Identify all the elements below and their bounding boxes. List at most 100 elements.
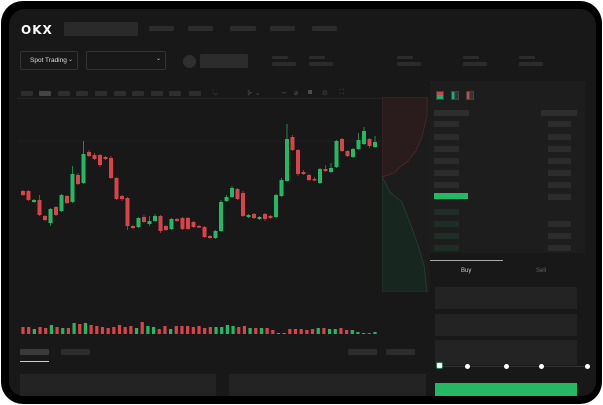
candle-body bbox=[158, 216, 163, 231]
timeframe-button[interactable] bbox=[39, 91, 51, 96]
okx-logo: OKX bbox=[21, 23, 53, 37]
volume-bar bbox=[214, 327, 218, 334]
slider-step[interactable] bbox=[585, 364, 590, 369]
total-input[interactable] bbox=[435, 340, 577, 365]
orders-card bbox=[20, 374, 216, 396]
slider-step[interactable] bbox=[504, 364, 509, 369]
volume-bar bbox=[208, 327, 212, 334]
candle-body bbox=[32, 200, 36, 202]
timeframe-button[interactable] bbox=[58, 91, 70, 96]
search-bar[interactable] bbox=[64, 22, 138, 36]
stat-label bbox=[397, 56, 413, 59]
timeframe-button[interactable] bbox=[21, 91, 33, 96]
orderbook-asks-icon[interactable] bbox=[466, 91, 474, 100]
candle-body bbox=[285, 139, 289, 181]
market-select[interactable]: Spot Trading ⌄ bbox=[20, 51, 78, 70]
candle-body bbox=[169, 219, 174, 229]
timeframe-button[interactable] bbox=[114, 91, 126, 96]
volume-bar bbox=[293, 329, 298, 334]
volume-bar bbox=[254, 328, 258, 334]
volume-bar bbox=[151, 327, 156, 334]
filter-button[interactable] bbox=[348, 349, 377, 355]
stat-value bbox=[397, 62, 421, 66]
volume-bar bbox=[95, 326, 99, 334]
candle-body bbox=[114, 178, 119, 199]
orderbook-bids-icon[interactable] bbox=[451, 91, 459, 100]
candle-body bbox=[81, 154, 86, 183]
ask-price bbox=[434, 146, 459, 152]
slider-step[interactable] bbox=[539, 364, 544, 369]
tab-underline bbox=[430, 260, 503, 261]
indicator-icon[interactable]: ⊱ ⌄ bbox=[247, 90, 261, 97]
timeframe-button[interactable] bbox=[151, 91, 163, 96]
fullscreen-icon[interactable]: ⛶ bbox=[339, 89, 344, 96]
volume-bar bbox=[55, 327, 59, 334]
candle-body bbox=[301, 172, 306, 174]
nav-item[interactable] bbox=[312, 26, 337, 31]
orderbook-both-icon[interactable] bbox=[436, 91, 444, 100]
volume-bar bbox=[134, 328, 139, 334]
candle-body bbox=[312, 179, 317, 181]
timeframe-button[interactable] bbox=[189, 91, 201, 96]
candle-body bbox=[351, 149, 355, 157]
nav-item[interactable] bbox=[149, 26, 174, 31]
volume-bar bbox=[157, 329, 161, 334]
nav-item[interactable] bbox=[270, 26, 295, 31]
bid-price bbox=[434, 209, 459, 215]
volume-bar bbox=[186, 326, 190, 334]
tab-sell[interactable]: Sell bbox=[536, 268, 547, 274]
bid-amount bbox=[548, 245, 571, 251]
ruler-icon[interactable]: ⌀ bbox=[294, 90, 299, 97]
pair-select[interactable]: ⌄ bbox=[86, 51, 166, 70]
settings-icon[interactable]: ⊙ bbox=[322, 90, 328, 97]
nav-item[interactable] bbox=[230, 26, 256, 31]
amount-input[interactable] bbox=[435, 314, 577, 336]
candle-body bbox=[76, 175, 80, 184]
ask-price bbox=[434, 158, 459, 164]
candlestick-chart[interactable] bbox=[9, 99, 384, 339]
candle-body bbox=[175, 219, 179, 221]
volume-bar bbox=[350, 330, 354, 334]
volume-bar bbox=[288, 329, 292, 334]
timeframe-button[interactable] bbox=[132, 91, 144, 96]
nav-item[interactable] bbox=[188, 26, 213, 31]
volume-bar bbox=[27, 327, 31, 334]
candle-body bbox=[37, 200, 42, 215]
candle-type-icon[interactable]: ⫶⌄ bbox=[212, 89, 218, 96]
volume-bar bbox=[44, 328, 48, 334]
timeframe-button[interactable] bbox=[76, 91, 88, 96]
stat-label bbox=[463, 56, 479, 59]
volume-bar bbox=[112, 327, 116, 334]
ask-amount bbox=[548, 182, 571, 188]
timeframe-button[interactable] bbox=[95, 91, 107, 96]
candle-body bbox=[65, 196, 69, 203]
volume-bar bbox=[163, 326, 167, 334]
price-input[interactable] bbox=[435, 287, 577, 309]
slider-step[interactable] bbox=[465, 364, 470, 369]
timeframe-button[interactable] bbox=[169, 91, 181, 96]
candle-body bbox=[202, 227, 207, 237]
volume-bar bbox=[38, 327, 42, 334]
tab-order-history[interactable] bbox=[61, 349, 90, 355]
camera-icon[interactable]: ◙ bbox=[308, 89, 313, 96]
volume-bar bbox=[106, 328, 110, 334]
volume-bar bbox=[333, 329, 337, 334]
buy-submit-button[interactable] bbox=[435, 383, 577, 396]
filter-button[interactable] bbox=[386, 349, 415, 355]
tab-buy[interactable]: Buy bbox=[461, 268, 472, 274]
volume-bar bbox=[61, 328, 65, 334]
tab-open-orders[interactable] bbox=[20, 349, 49, 355]
stat-label bbox=[519, 56, 535, 59]
volume-bar bbox=[66, 328, 71, 334]
volume-bar bbox=[32, 329, 36, 334]
amount-slider-track[interactable] bbox=[441, 366, 589, 367]
candle-body bbox=[224, 197, 229, 201]
depth-chart bbox=[382, 97, 430, 292]
candle-body bbox=[109, 158, 113, 178]
volume-bar bbox=[231, 326, 235, 334]
candle-body bbox=[323, 169, 328, 171]
amount-slider-handle[interactable] bbox=[436, 362, 443, 369]
ask-price bbox=[434, 121, 459, 127]
line-icon[interactable]: ∼ bbox=[281, 90, 287, 97]
